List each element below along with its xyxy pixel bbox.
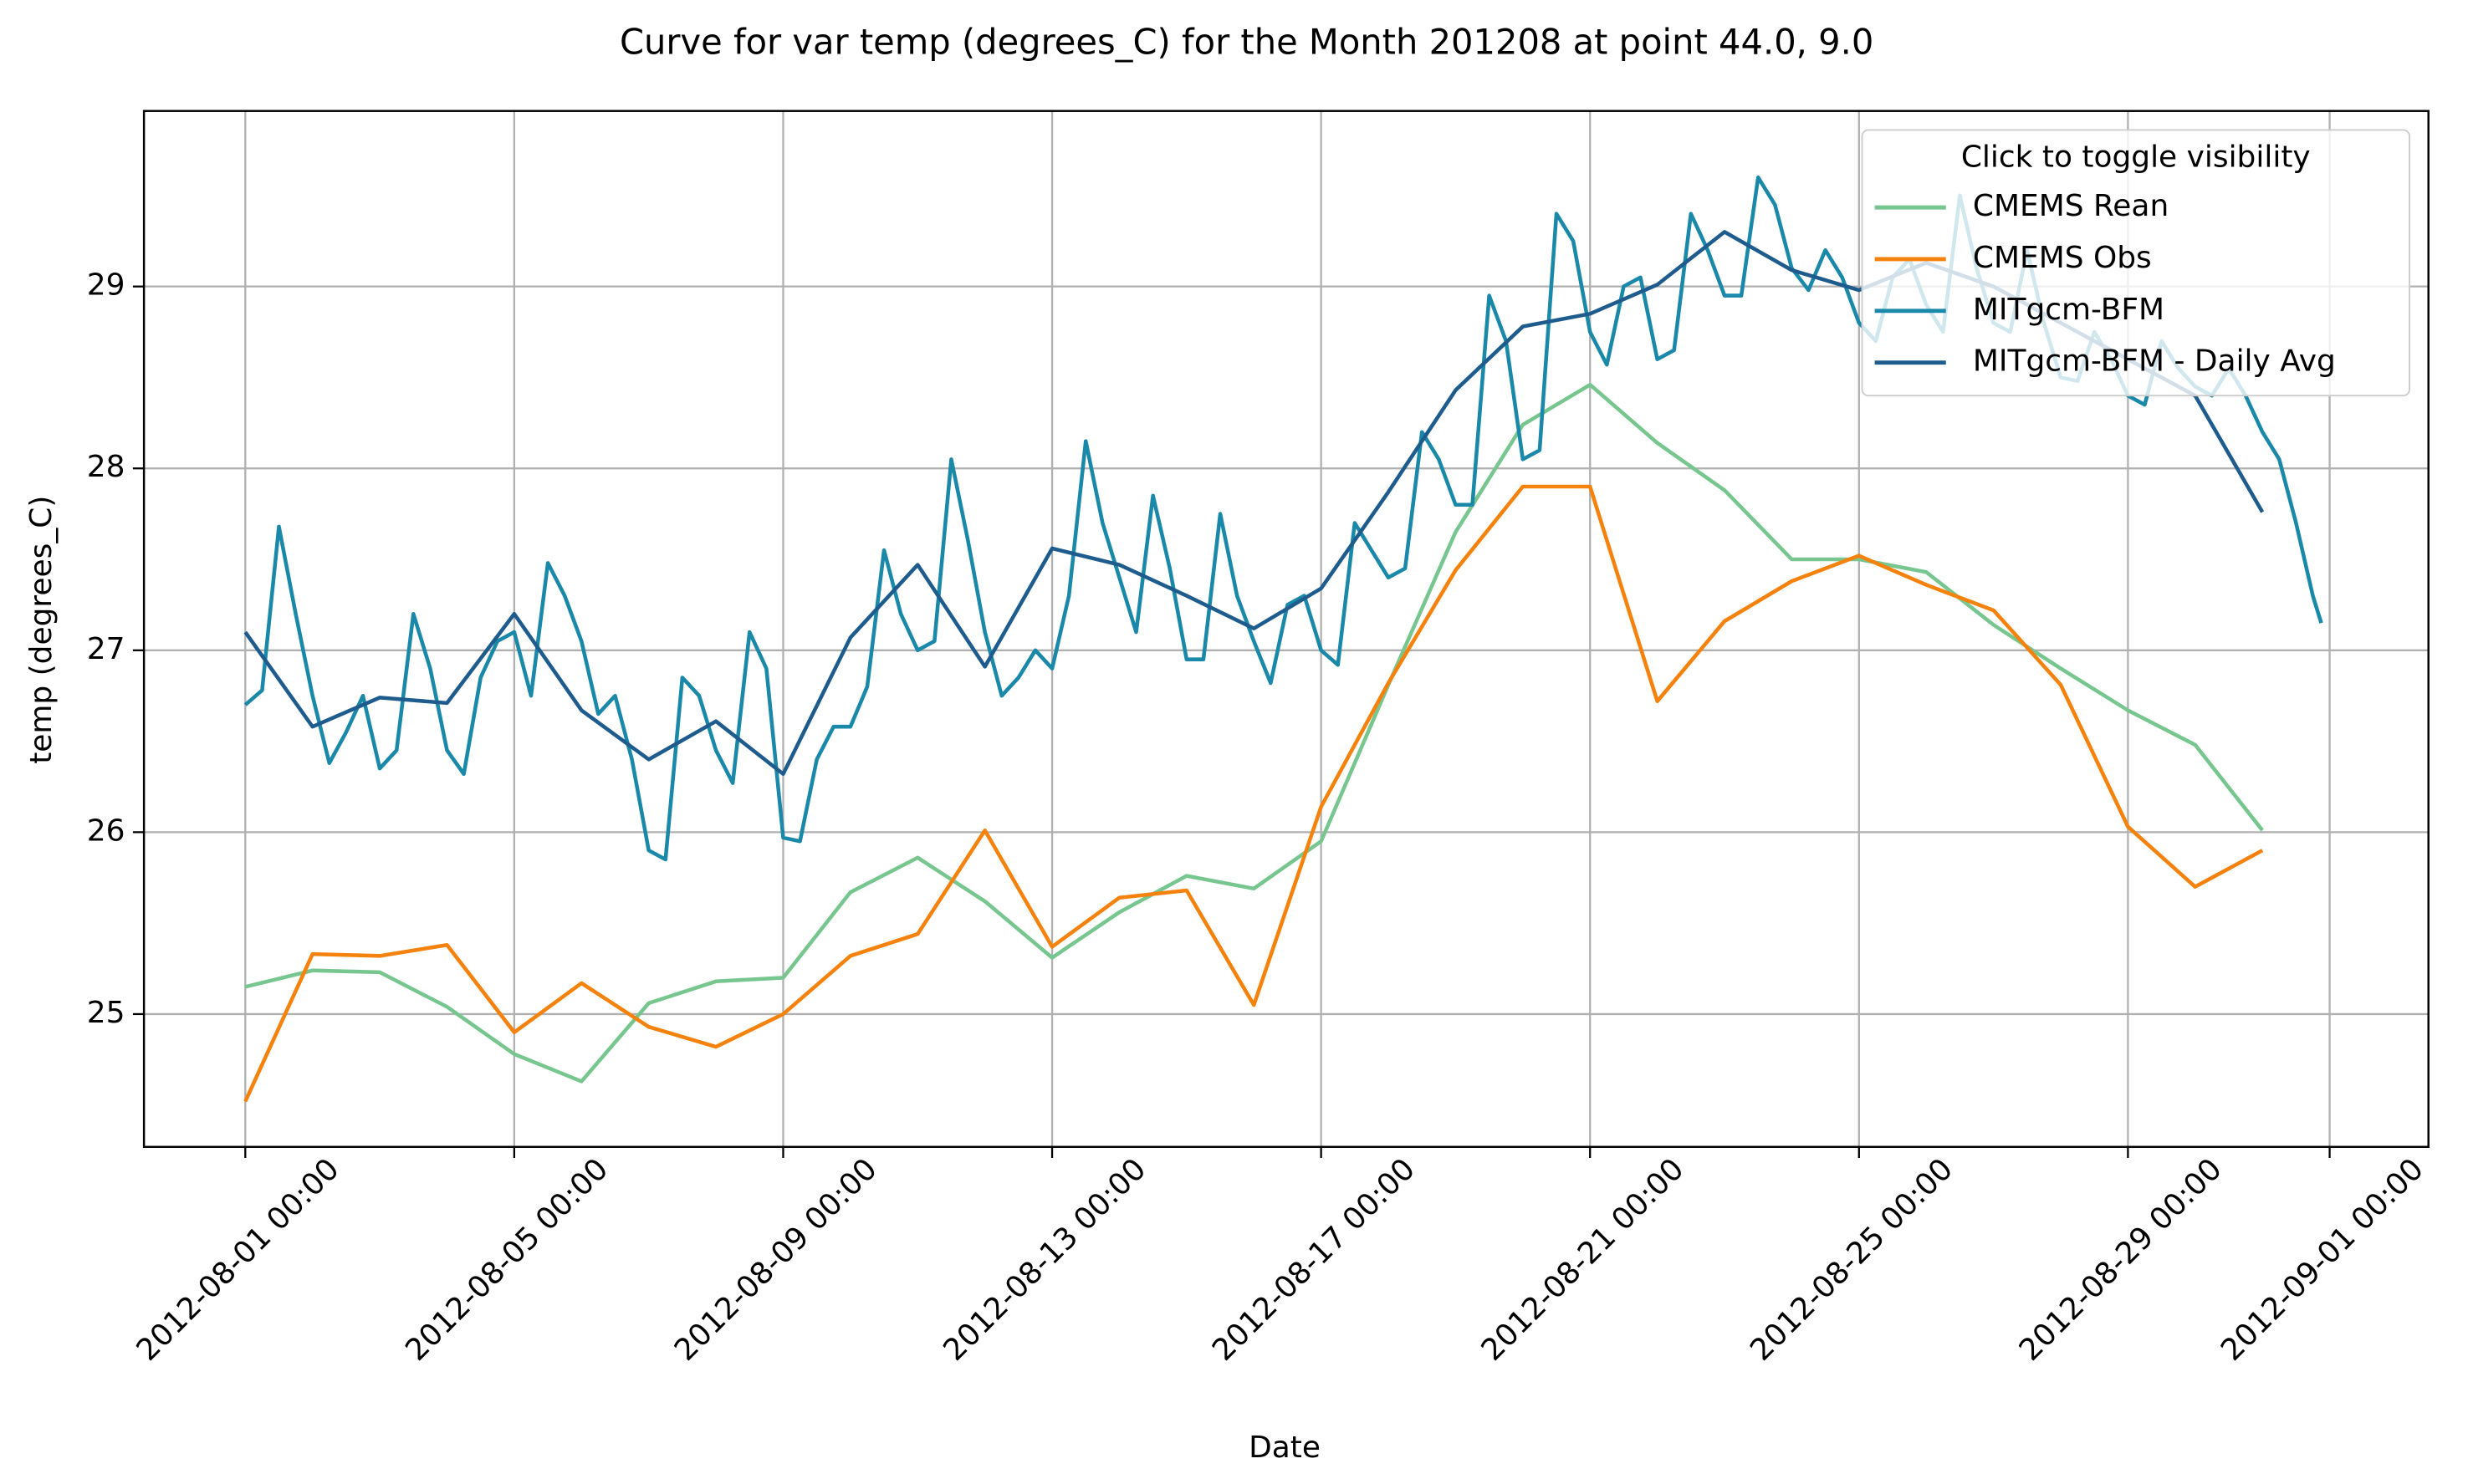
y-axis-label: temp (degrees_C) bbox=[24, 496, 59, 764]
legend-entry[interactable]: CMEMS Obs bbox=[1868, 236, 2403, 283]
legend-label: CMEMS Rean bbox=[1973, 189, 2169, 223]
legend-box bbox=[1861, 129, 2410, 397]
y-tick-label: 29 bbox=[87, 268, 125, 303]
series-line bbox=[244, 382, 2264, 1084]
x-axis-label: Date bbox=[1249, 1430, 1321, 1465]
legend-label: MITgcm-BFM - Daily Avg bbox=[1973, 344, 2336, 379]
y-tick-label: 28 bbox=[87, 450, 125, 484]
y-tick-label: 26 bbox=[87, 813, 125, 848]
legend-entry[interactable]: MITgcm-BFM - Daily Avg bbox=[1868, 339, 2403, 386]
legend: Click to toggle visibility CMEMS Rean CMEM… bbox=[1861, 129, 2410, 397]
y-tick-label: 25 bbox=[87, 996, 125, 1030]
axes-frame bbox=[142, 110, 2430, 1148]
legend-entry[interactable]: MITgcm-BFM bbox=[1868, 287, 2403, 334]
grid bbox=[144, 110, 2429, 1147]
chart-title: Curve for var temp (degrees_C) for the M… bbox=[620, 21, 1873, 62]
series-line bbox=[243, 484, 2264, 1103]
legend-label: CMEMS Obs bbox=[1973, 241, 2152, 275]
y-tick-label: 27 bbox=[87, 632, 125, 666]
legend-title: Click to toggle visibility bbox=[1961, 140, 2311, 174]
legend-entry[interactable]: CMEMS Rean bbox=[1868, 184, 2403, 232]
legend-label: MITgcm-BFM bbox=[1973, 293, 2164, 327]
